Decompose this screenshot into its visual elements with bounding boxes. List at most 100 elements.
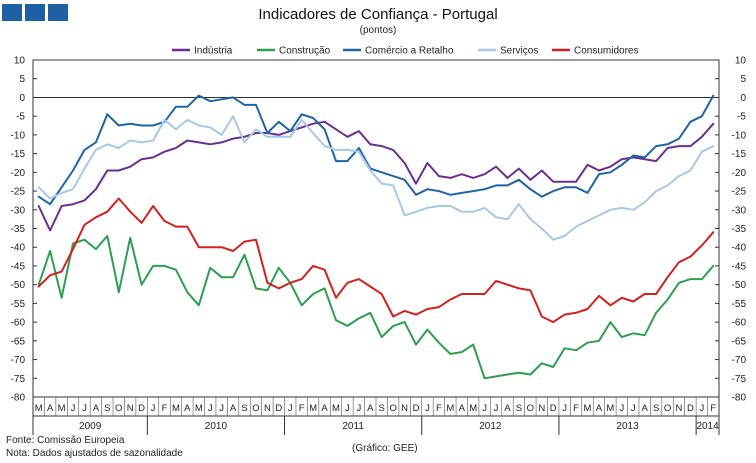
month-label: D [138, 403, 145, 414]
y-tick-label-right: -70 [732, 355, 747, 366]
y-tick-label-right: 10 [735, 56, 747, 67]
month-label: D [550, 403, 557, 414]
y-tick-label-left: -45 [11, 261, 26, 272]
logo-block [25, 4, 45, 21]
month-label: A [47, 403, 54, 414]
y-tick-label-right: -35 [732, 224, 747, 235]
month-label: J [425, 403, 430, 414]
legend-label: Indústria [194, 46, 233, 57]
month-label: M [35, 403, 43, 414]
month-label: J [219, 403, 224, 414]
y-tick-label-right: -25 [732, 187, 747, 198]
y-tick-label-left: -20 [11, 168, 26, 179]
month-label: M [195, 403, 203, 414]
month-label: M [446, 403, 454, 414]
y-tick-label-right: -65 [732, 336, 747, 347]
month-label: S [379, 403, 385, 414]
y-tick-label-left: -60 [11, 318, 26, 329]
y-tick-label-left: -75 [11, 374, 26, 385]
month-label: M [469, 403, 477, 414]
month-label: F [299, 403, 305, 414]
y-tick-label-left: -50 [11, 280, 26, 291]
month-label: O [252, 403, 259, 414]
month-label: A [230, 403, 237, 414]
year-label: 2013 [616, 421, 639, 432]
source-note: Fonte: Comissão Europeia [6, 435, 125, 446]
month-label: M [172, 403, 180, 414]
y-tick-label-right: -60 [732, 318, 747, 329]
year-label: 2010 [205, 421, 228, 432]
month-label: O [115, 403, 122, 414]
month-label: J [208, 403, 213, 414]
month-label: N [538, 403, 545, 414]
y-tick-label-right: -50 [732, 280, 747, 291]
y-tick-label-left: 5 [19, 74, 25, 85]
month-label: S [104, 403, 110, 414]
y-tick-label-left: -15 [11, 149, 26, 160]
logo-block [48, 4, 68, 21]
y-tick-label-left: -55 [11, 299, 26, 310]
month-label: J [288, 403, 293, 414]
month-label: M [606, 403, 614, 414]
year-label: 2014 [696, 421, 719, 432]
month-label: O [664, 403, 671, 414]
month-label: D [275, 403, 282, 414]
y-tick-label-left: -70 [11, 355, 26, 366]
month-label: A [367, 403, 374, 414]
month-label: J [71, 403, 76, 414]
y-tick-label-left: -65 [11, 336, 26, 347]
month-label: F [162, 403, 168, 414]
month-label: M [58, 403, 66, 414]
y-tick-label-right: -55 [732, 299, 747, 310]
month-label: J [494, 403, 499, 414]
chart-subtitle: (pontos) [359, 25, 397, 36]
y-tick-label-right: -75 [732, 374, 747, 385]
y-tick-label-left: -25 [11, 187, 26, 198]
month-label: M [309, 403, 317, 414]
month-label: F [710, 403, 716, 414]
series-line-ind-stria [37, 120, 715, 232]
seasonal-note: Nota: Dados ajustados de sazonalidade [6, 448, 183, 459]
chart-title: Indicadores de Confiança - Portugal [258, 6, 498, 23]
y-tick-label-right: -40 [732, 243, 747, 254]
y-tick-label-left: -80 [11, 393, 26, 404]
y-tick-label-right: -45 [732, 261, 747, 272]
month-label: A [504, 403, 511, 414]
month-label: M [584, 403, 592, 414]
month-label: O [527, 403, 534, 414]
plot-frame [32, 59, 720, 398]
logo [2, 4, 68, 21]
month-label: J [151, 403, 156, 414]
legend-label: Consumidores [574, 46, 638, 57]
month-label: J [82, 403, 87, 414]
y-tick-label-left: -35 [11, 224, 26, 235]
series-line-constru-o [37, 235, 715, 380]
y-tick-label-right: 0 [740, 93, 746, 104]
chart-credit: (Gráfico: GEE) [352, 443, 418, 454]
series-line-consumidores [37, 197, 715, 324]
month-label: A [93, 403, 100, 414]
month-label: A [642, 403, 649, 414]
month-label: N [401, 403, 408, 414]
month-label: A [321, 403, 328, 414]
y-tick-label-left: -5 [16, 112, 25, 123]
month-label: J [356, 403, 361, 414]
y-tick-label-right: -5 [737, 112, 746, 123]
y-tick-label-left: -10 [11, 130, 26, 141]
month-label: J [631, 403, 636, 414]
month-label: S [516, 403, 522, 414]
y-tick-label-right: 5 [740, 74, 746, 85]
y-tick-label-left: 0 [19, 93, 25, 104]
month-label: D [687, 403, 694, 414]
month-label: O [389, 403, 396, 414]
legend-label: Construção [279, 46, 331, 57]
year-label: 2012 [479, 421, 502, 432]
month-label: N [676, 403, 683, 414]
month-label: S [653, 403, 659, 414]
year-label: 2011 [342, 421, 364, 432]
month-label: A [596, 403, 603, 414]
month-label: J [619, 403, 624, 414]
month-label: A [459, 403, 466, 414]
y-tick-label-right: -10 [732, 130, 747, 141]
y-tick-label-right: -20 [732, 168, 747, 179]
